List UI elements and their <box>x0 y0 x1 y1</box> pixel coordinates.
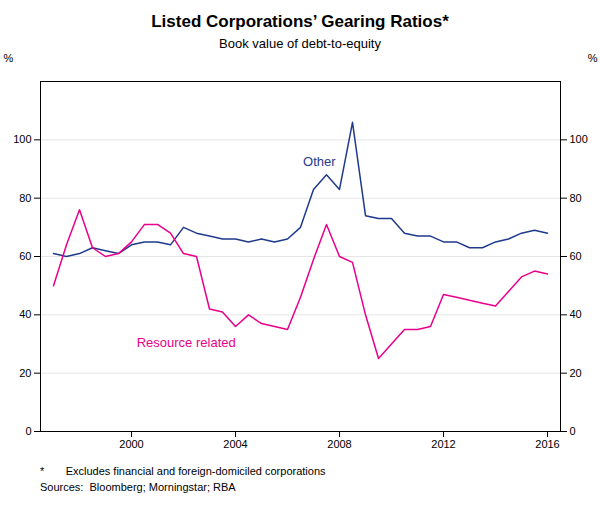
svg-text:40: 40 <box>19 308 31 320</box>
svg-text:2004: 2004 <box>223 438 247 450</box>
svg-text:80: 80 <box>19 192 31 204</box>
html-text:* Excludes financial and forei: * Excludes financial and foreign-domicil… <box>40 465 326 477</box>
svg-text:2012: 2012 <box>431 438 455 450</box>
svg-text:%: % <box>588 52 598 64</box>
svg-text:Resource related: Resource related <box>137 335 236 350</box>
svg-text:100: 100 <box>13 133 31 145</box>
svg-text:60: 60 <box>570 250 582 262</box>
html-text:Book value of debt-to-equity: Book value of debt-to-equity <box>219 36 381 51</box>
svg-text:20: 20 <box>570 367 582 379</box>
svg-text:2000: 2000 <box>119 438 143 450</box>
svg-text:60: 60 <box>19 250 31 262</box>
svg-text:0: 0 <box>25 425 31 437</box>
svg-text:%: % <box>4 52 14 64</box>
svg-text:100: 100 <box>570 133 588 145</box>
svg-text:40: 40 <box>570 308 582 320</box>
svg-text:Other: Other <box>303 154 336 169</box>
svg-text:0: 0 <box>570 425 576 437</box>
svg-text:80: 80 <box>570 192 582 204</box>
html-text:Sources: Bloomberg; Morningsta: Sources: Bloomberg; Morningstar; RBA <box>40 481 236 493</box>
html-text:Listed Corporations’ Gearing R: Listed Corporations’ Gearing Ratios* <box>151 12 449 31</box>
svg-text:2016: 2016 <box>535 438 559 450</box>
svg-text:2008: 2008 <box>327 438 351 450</box>
svg-text:20: 20 <box>19 367 31 379</box>
